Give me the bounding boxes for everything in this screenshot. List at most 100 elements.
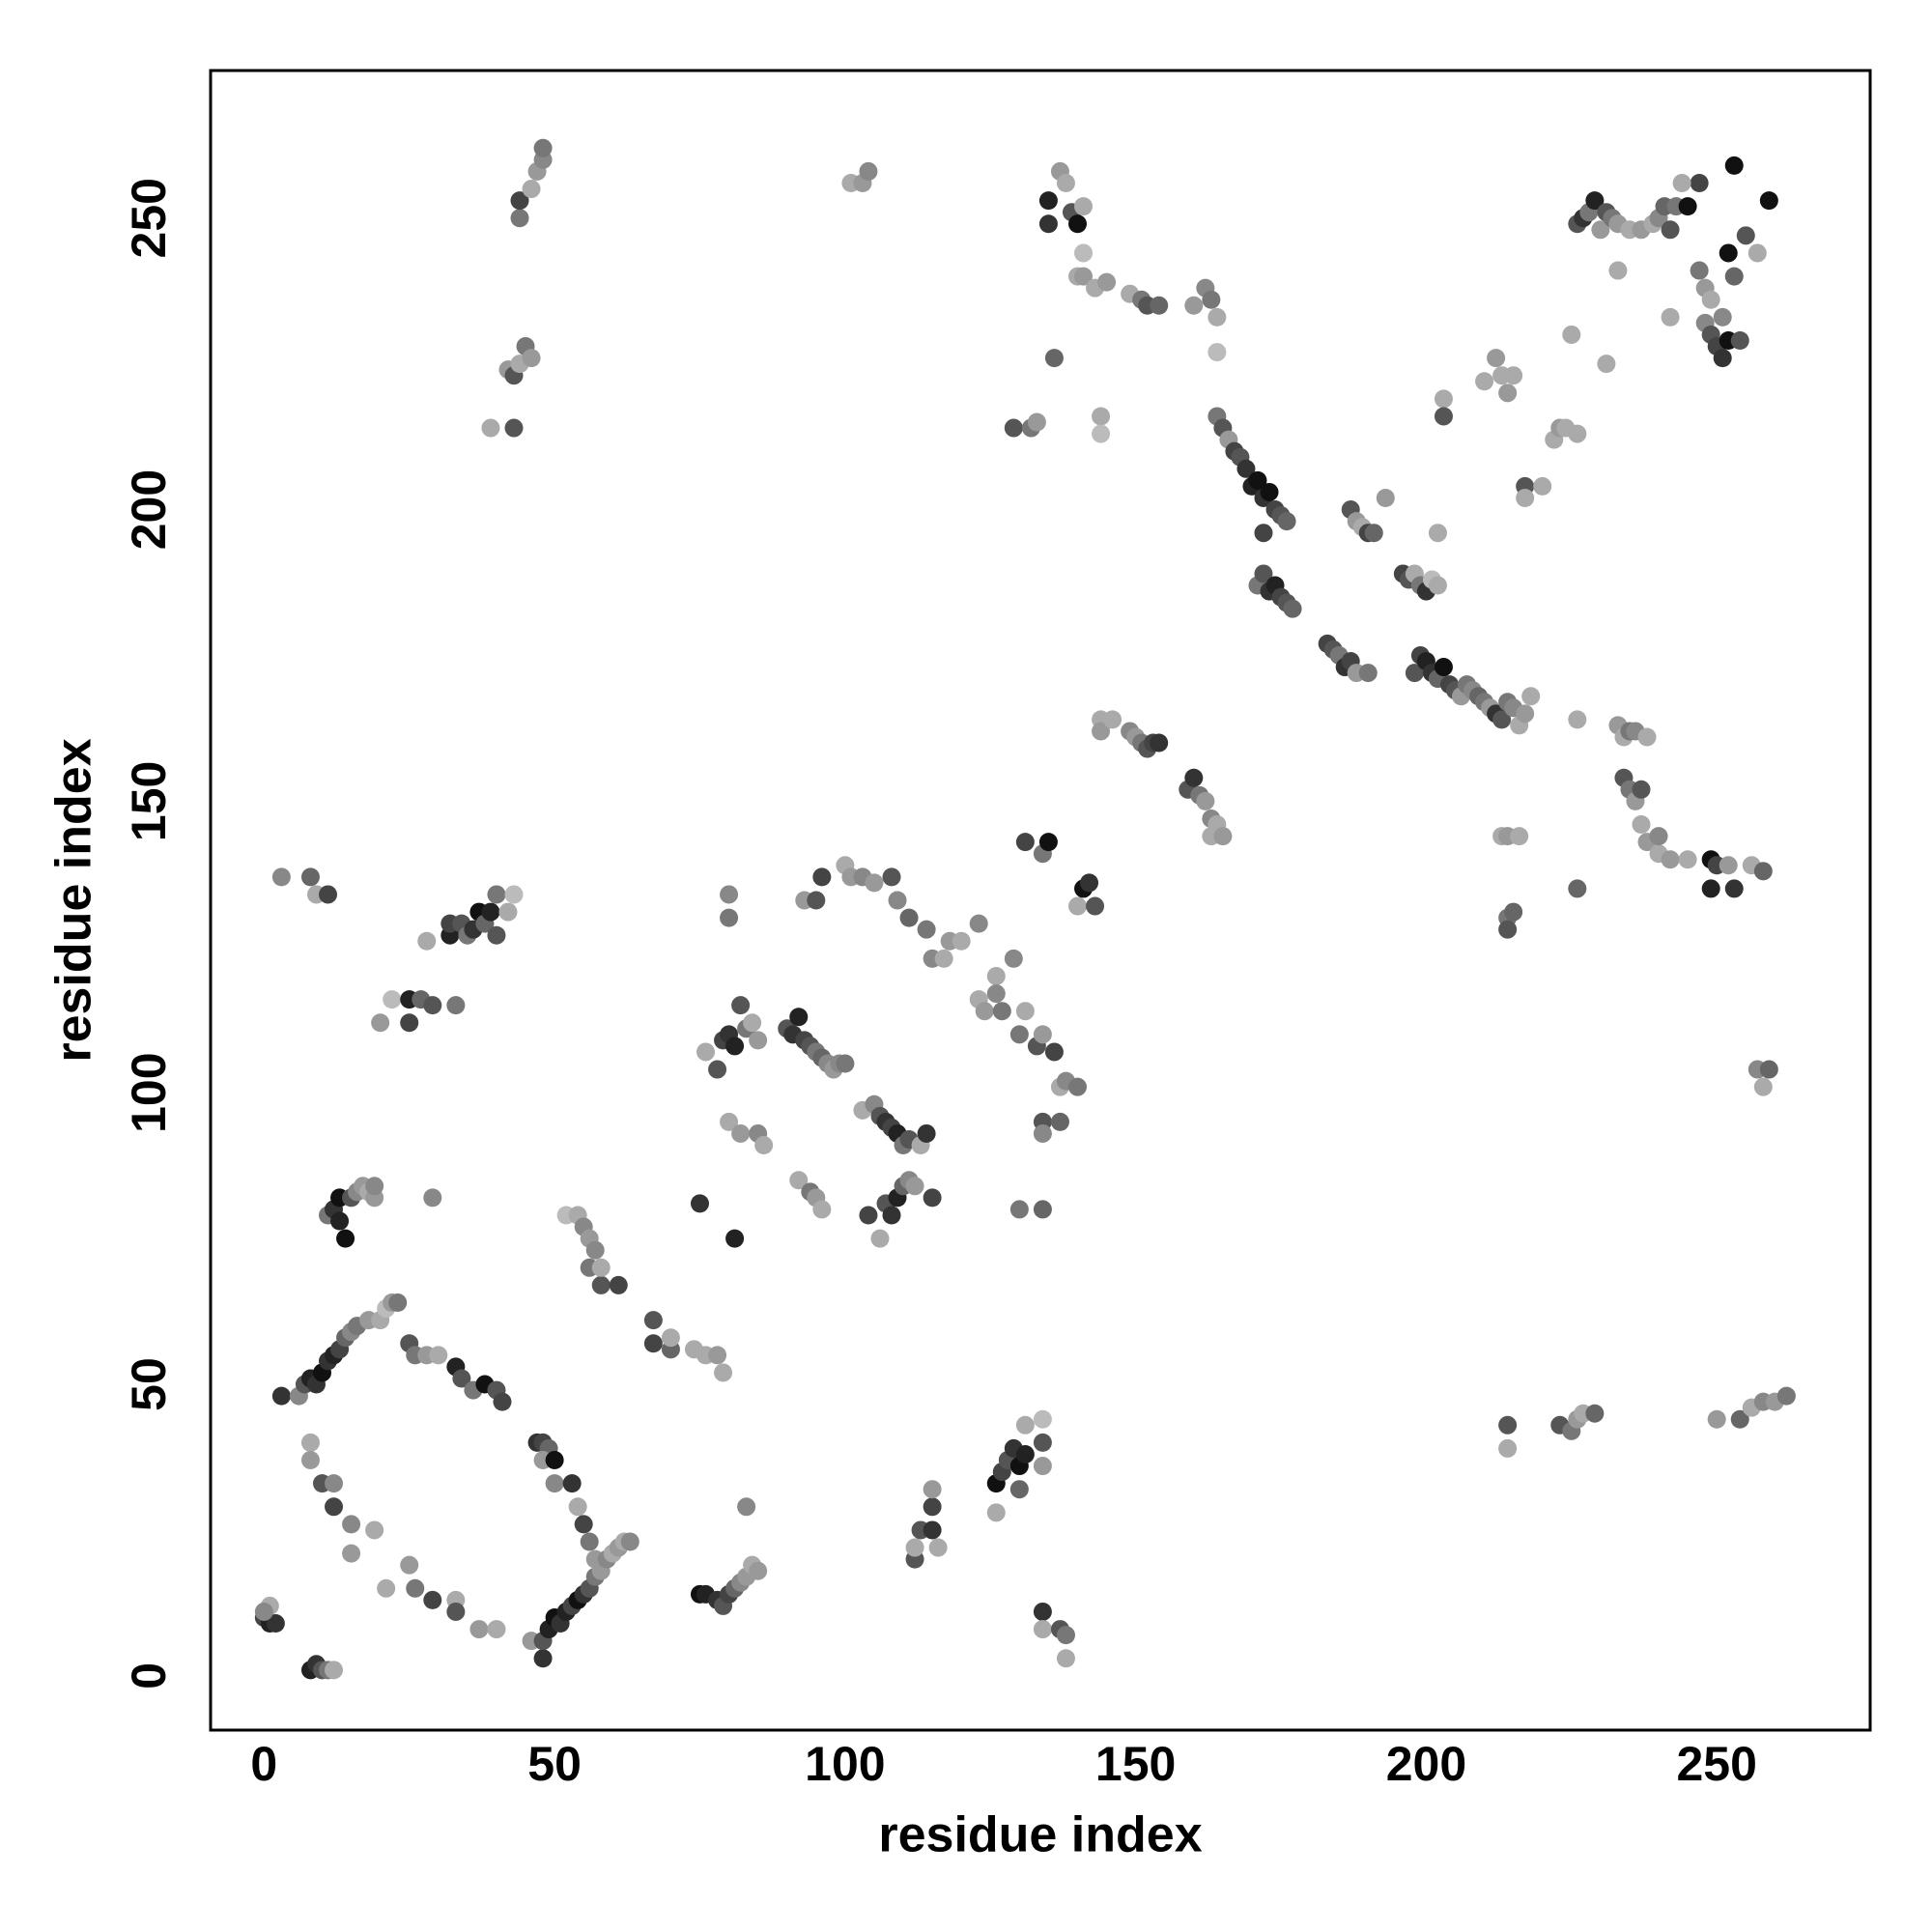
- point: [562, 1474, 582, 1493]
- point: [1358, 664, 1378, 683]
- point: [1719, 856, 1738, 875]
- point: [1092, 722, 1111, 741]
- point: [1533, 476, 1552, 496]
- point: [1033, 1620, 1052, 1639]
- point: [504, 418, 524, 438]
- point: [1516, 488, 1535, 507]
- point: [1713, 349, 1732, 368]
- y-tick-label: 50: [122, 1357, 176, 1411]
- point: [429, 1346, 448, 1365]
- point: [1254, 564, 1273, 583]
- point: [568, 1497, 587, 1517]
- y-tick-label: 150: [122, 761, 176, 841]
- point: [1690, 261, 1709, 280]
- point: [923, 1497, 942, 1517]
- point: [452, 1369, 471, 1388]
- point: [708, 1060, 727, 1079]
- point: [377, 1578, 396, 1598]
- point: [1056, 1626, 1075, 1645]
- point: [905, 1538, 924, 1557]
- point: [1678, 197, 1697, 216]
- point: [1015, 1002, 1035, 1021]
- point: [446, 996, 466, 1015]
- y-tick-label: 250: [122, 178, 176, 258]
- point: [1056, 174, 1075, 193]
- point: [545, 1474, 564, 1493]
- point: [836, 1054, 855, 1073]
- point: [1277, 512, 1296, 531]
- point: [1608, 261, 1628, 280]
- point: [1260, 482, 1279, 501]
- point: [1632, 780, 1651, 799]
- point: [383, 990, 402, 1009]
- point: [1504, 366, 1523, 385]
- point: [1568, 879, 1587, 898]
- point: [1213, 827, 1233, 846]
- point: [591, 1258, 611, 1277]
- point: [1044, 1042, 1064, 1062]
- point: [1753, 862, 1773, 881]
- point: [731, 996, 751, 1015]
- point: [812, 1200, 832, 1219]
- point: [319, 885, 338, 904]
- point: [1196, 791, 1215, 810]
- point: [1184, 768, 1204, 787]
- point: [888, 891, 907, 910]
- point: [1736, 226, 1755, 245]
- point: [1097, 272, 1117, 292]
- point: [266, 1614, 285, 1634]
- point: [423, 996, 442, 1015]
- point: [400, 1013, 419, 1033]
- point: [1074, 267, 1094, 286]
- point: [1015, 1415, 1035, 1435]
- point: [789, 1171, 809, 1190]
- point: [725, 1037, 745, 1056]
- point: [585, 1240, 605, 1260]
- point: [661, 1328, 680, 1348]
- point: [1516, 704, 1535, 724]
- point: [1236, 459, 1256, 478]
- point: [325, 1661, 344, 1680]
- point: [754, 1136, 774, 1155]
- point: [400, 1555, 419, 1575]
- x-tick-label: 50: [527, 1737, 582, 1791]
- point: [1759, 1060, 1778, 1079]
- x-tick-label: 200: [1386, 1737, 1466, 1791]
- point: [992, 1002, 1011, 1021]
- point: [300, 1451, 320, 1470]
- point: [1585, 191, 1605, 211]
- point: [1067, 1077, 1087, 1096]
- point: [1150, 733, 1169, 753]
- point: [1719, 243, 1738, 263]
- point: [1283, 599, 1302, 618]
- point: [859, 161, 878, 181]
- point: [917, 1123, 936, 1143]
- point: [1405, 664, 1424, 683]
- point: [620, 1532, 639, 1551]
- point: [1690, 174, 1709, 193]
- point: [487, 925, 506, 945]
- point: [1067, 214, 1087, 234]
- point: [388, 1293, 408, 1313]
- point: [325, 1497, 344, 1517]
- point: [1730, 1409, 1749, 1429]
- point: [1033, 1602, 1052, 1621]
- point: [696, 1042, 716, 1062]
- y-tick-label: 100: [122, 1052, 176, 1132]
- point: [1661, 307, 1680, 327]
- point: [330, 1211, 350, 1231]
- point: [1730, 330, 1749, 350]
- point: [325, 1474, 344, 1493]
- point: [1038, 833, 1058, 852]
- point: [1044, 349, 1064, 368]
- point: [1038, 191, 1058, 211]
- point: [882, 1206, 901, 1225]
- point: [905, 1177, 924, 1196]
- point: [865, 873, 884, 893]
- point: [1649, 827, 1668, 846]
- point: [1637, 727, 1657, 747]
- point: [1056, 1649, 1075, 1668]
- point: [1208, 307, 1227, 327]
- y-tick-label: 200: [122, 469, 176, 550]
